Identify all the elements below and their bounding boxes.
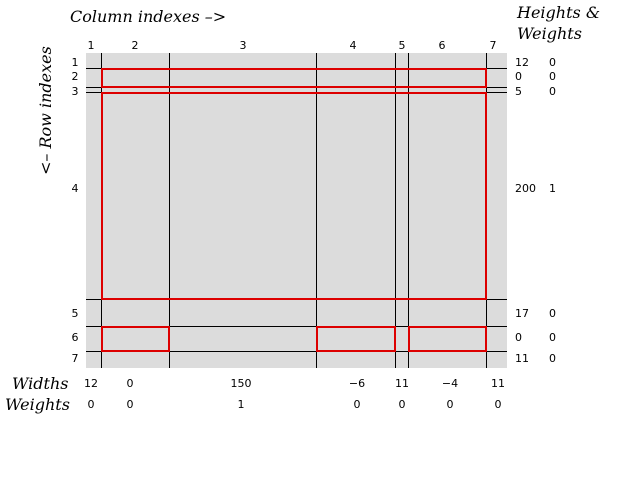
row-height-3: 5 bbox=[515, 85, 522, 98]
row-weight-2: 0 bbox=[549, 70, 556, 83]
column-indexes-title: Column indexes –> bbox=[70, 7, 226, 26]
cell-box-5 bbox=[408, 326, 487, 352]
cell-box-1 bbox=[101, 68, 487, 88]
row-index-1: 1 bbox=[72, 56, 79, 69]
column-index-4: 4 bbox=[350, 39, 357, 52]
column-width-4: −6 bbox=[349, 377, 365, 390]
row-weight-6: 0 bbox=[549, 331, 556, 344]
row-weight-4: 1 bbox=[549, 182, 556, 195]
row-height-2: 0 bbox=[515, 70, 522, 83]
column-width-6: −4 bbox=[442, 377, 458, 390]
column-width-5: 11 bbox=[395, 377, 409, 390]
heights-weights-title-line1: Heights & bbox=[516, 3, 600, 22]
cell-box-4 bbox=[316, 326, 396, 352]
row-index-2: 2 bbox=[72, 70, 79, 83]
cell-box-3 bbox=[101, 326, 170, 352]
row-height-1: 12 bbox=[515, 56, 529, 69]
column-weight-1: 0 bbox=[88, 398, 95, 411]
row-weight-5: 0 bbox=[549, 307, 556, 320]
row-index-5: 5 bbox=[72, 307, 79, 320]
row-index-4: 4 bbox=[72, 182, 79, 195]
column-weight-6: 0 bbox=[447, 398, 454, 411]
column-weight-2: 0 bbox=[127, 398, 134, 411]
row-height-7: 11 bbox=[515, 352, 529, 365]
column-width-1: 12 bbox=[84, 377, 98, 390]
row-indexes-title: <– Row indexes bbox=[36, 46, 55, 175]
widths-title: Widths bbox=[12, 374, 68, 393]
column-width-2: 0 bbox=[127, 377, 134, 390]
column-index-5: 5 bbox=[399, 39, 406, 52]
row-height-6: 0 bbox=[515, 331, 522, 344]
row-index-7: 7 bbox=[72, 352, 79, 365]
column-width-7: 11 bbox=[491, 377, 505, 390]
weights-title: Weights bbox=[5, 395, 70, 414]
column-index-6: 6 bbox=[439, 39, 446, 52]
grid-background bbox=[86, 53, 507, 368]
column-weight-4: 0 bbox=[354, 398, 361, 411]
column-width-3: 150 bbox=[231, 377, 252, 390]
column-index-1: 1 bbox=[88, 39, 95, 52]
row-index-3: 3 bbox=[72, 85, 79, 98]
cell-box-2 bbox=[101, 92, 487, 300]
row-weight-7: 0 bbox=[549, 352, 556, 365]
column-weight-7: 0 bbox=[495, 398, 502, 411]
column-weight-3: 1 bbox=[238, 398, 245, 411]
row-height-4: 200 bbox=[515, 182, 536, 195]
column-index-3: 3 bbox=[240, 39, 247, 52]
heights-weights-title-line2: Weights bbox=[517, 24, 582, 43]
row-weight-1: 0 bbox=[549, 56, 556, 69]
row-index-6: 6 bbox=[72, 331, 79, 344]
column-weight-5: 0 bbox=[399, 398, 406, 411]
column-index-2: 2 bbox=[132, 39, 139, 52]
row-weight-3: 0 bbox=[549, 85, 556, 98]
cell-outlines bbox=[101, 68, 487, 352]
row-height-5: 17 bbox=[515, 307, 529, 320]
column-index-7: 7 bbox=[490, 39, 497, 52]
